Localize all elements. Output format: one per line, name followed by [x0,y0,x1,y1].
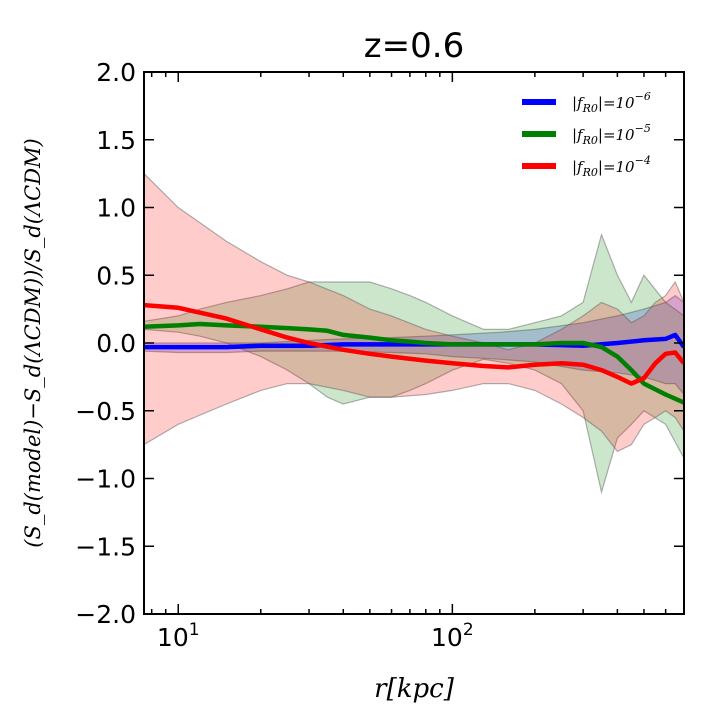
series-3-line [144,302,684,386]
y-tick-label: −1.0 [75,465,136,494]
series-lines [144,302,684,405]
chart-title: z=0.6 [364,26,464,66]
legend: |fR0|=10−6 |fR0|=10−5 |fR0|=10−4 [522,90,651,179]
y-axis-label: (S_d(model)−S_d(ΛCDM))/S_d(ΛCDM) [21,138,45,548]
y-tick-label: 2.0 [96,58,136,87]
y-tick-label: −1.5 [75,532,136,561]
y-tick-label: −0.5 [75,397,136,426]
x-tick-label: 102 [431,620,474,652]
y-tick-label: 0.0 [96,329,136,358]
legend-label-1: |fR0|=10−6 [572,90,651,115]
x-tick-label: 101 [157,620,200,652]
y-tick-label: −2.0 [75,600,136,629]
series-2-line [144,321,684,405]
y-tick-labels: 2.0 1.5 1.0 0.5 0.0 −0.5 −1.0 −1.5 −2.0 [75,58,136,629]
error-bands [144,172,684,495]
series-3-band [144,172,684,453]
legend-label-3: |fR0|=10−4 [572,154,651,179]
y-tick-label: 1.5 [96,126,136,155]
plot-frame [143,71,685,615]
series-2-band [144,232,684,495]
x-tick-labels: 101 102 [157,620,474,652]
y-tick-label: 1.0 [96,194,136,223]
y-tick-label: 0.5 [96,261,136,290]
legend-label-2: |fR0|=10−5 [572,122,651,147]
x-axis-label: r[kpc] [374,674,455,704]
